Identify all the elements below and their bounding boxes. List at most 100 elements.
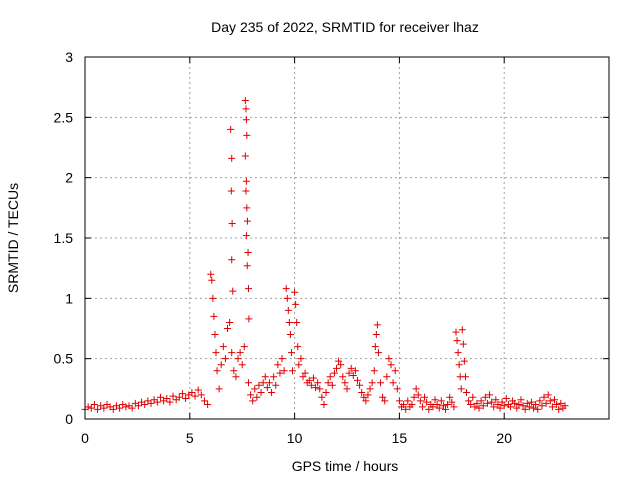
data-point: [519, 402, 527, 410]
data-point: [326, 373, 334, 381]
data-point: [291, 288, 299, 296]
data-point: [289, 367, 297, 375]
data-point: [217, 361, 225, 369]
data-point: [197, 391, 205, 399]
data-point: [243, 131, 251, 139]
data-point: [353, 376, 361, 384]
data-point: [209, 294, 217, 302]
data-point: [471, 403, 479, 411]
data-point: [274, 361, 282, 369]
data-point: [191, 392, 199, 400]
data-point: [188, 388, 196, 396]
data-point: [371, 343, 379, 351]
data-point: [525, 403, 533, 411]
data-point: [412, 385, 420, 393]
grid-lines: [85, 57, 609, 419]
data-point: [435, 404, 443, 412]
data-point: [286, 331, 294, 339]
data-point: [301, 369, 309, 377]
data-point: [228, 220, 236, 228]
data-point: [305, 376, 313, 384]
data-point: [339, 373, 347, 381]
data-point: [243, 204, 251, 212]
data-point: [228, 154, 236, 162]
data-point: [227, 125, 235, 133]
data-point: [285, 318, 293, 326]
data-point: [128, 404, 136, 412]
data-point: [475, 404, 483, 412]
x-tick-label: 20: [496, 430, 512, 446]
data-point: [444, 401, 452, 409]
data-point: [553, 401, 561, 409]
data-point: [283, 294, 291, 302]
data-point: [486, 391, 494, 399]
data-point: [292, 300, 300, 308]
data-point: [431, 396, 439, 404]
data-point: [243, 217, 251, 225]
data-point: [212, 349, 220, 357]
data-point: [242, 116, 250, 124]
data-point: [238, 361, 246, 369]
data-point: [122, 403, 130, 411]
data-point: [284, 306, 292, 314]
plot-frame: [84, 56, 610, 420]
data-point: [555, 405, 563, 413]
data-point: [228, 256, 236, 264]
data-point: [259, 379, 267, 387]
data-point: [372, 331, 380, 339]
data-point: [389, 379, 397, 387]
data-point: [312, 384, 320, 392]
data-point: [242, 105, 250, 113]
data-point: [322, 388, 330, 396]
data-point: [410, 393, 418, 401]
x-tick-label: 0: [81, 430, 89, 446]
data-point: [335, 357, 343, 365]
data-point: [416, 397, 424, 405]
y-tick-label: 0.5: [54, 351, 74, 367]
data-point: [261, 373, 269, 381]
data-point: [227, 187, 235, 195]
data-point: [242, 232, 250, 240]
data-point: [245, 315, 253, 323]
data-point: [358, 388, 366, 396]
data-point: [433, 401, 441, 409]
data-point: [534, 405, 542, 413]
data-point: [84, 403, 92, 411]
data-point: [446, 393, 454, 401]
data-point: [423, 398, 431, 406]
data-point: [251, 385, 259, 393]
data-point: [309, 374, 317, 382]
x-tick-label: 5: [186, 430, 194, 446]
data-point: [492, 396, 500, 404]
data-point: [299, 373, 307, 381]
data-point: [515, 401, 523, 409]
data-point: [244, 379, 252, 387]
data-point: [116, 404, 124, 412]
data-point: [450, 403, 458, 411]
chart-title: Day 235 of 2022, SRMTID for receiver lha…: [211, 19, 479, 35]
data-point: [540, 393, 548, 401]
data-point: [240, 343, 248, 351]
data-point: [368, 379, 376, 387]
data-point: [494, 401, 502, 409]
data-point: [341, 379, 349, 387]
data-point: [379, 393, 387, 401]
data-point: [294, 343, 302, 351]
data-point: [247, 391, 255, 399]
data-point: [370, 367, 378, 375]
data-point: [477, 397, 485, 405]
data-point: [163, 394, 171, 402]
data-point: [532, 401, 540, 409]
data-point: [465, 397, 473, 405]
data-point: [147, 399, 155, 407]
data-point: [496, 404, 504, 412]
data-point: [211, 331, 219, 339]
data-point: [265, 379, 273, 387]
data-point: [230, 367, 238, 375]
data-point: [178, 390, 186, 398]
data-point: [194, 386, 202, 394]
data-point: [282, 285, 290, 293]
data-point: [257, 388, 265, 396]
data-point: [229, 287, 237, 295]
data-point: [356, 381, 364, 389]
